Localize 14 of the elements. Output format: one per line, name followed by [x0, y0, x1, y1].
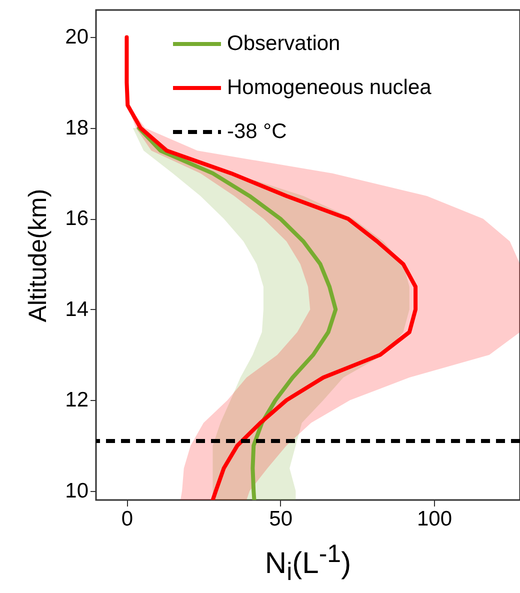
x-tick-label: 0	[121, 508, 134, 530]
x-tick-label: 100	[416, 508, 452, 530]
y-tick-label: 16	[65, 207, 88, 230]
legend-label: Homogeneous nuclea	[227, 76, 432, 99]
x-axis-title: N$_{i}$(L$^{-1}$)	[264, 540, 352, 587]
y-axis-title: Altitude(km)	[24, 188, 52, 322]
y-tick-label: 10	[65, 479, 88, 502]
legend-label: -38 °C	[227, 120, 287, 143]
y-tick-label: 12	[65, 388, 88, 412]
y-tick-label: 18	[65, 116, 88, 140]
legend-label: Observation	[227, 32, 340, 55]
y-tick-label: 20	[65, 26, 88, 49]
x-tick-label: 50	[269, 508, 293, 530]
y-tick-label: 14	[65, 298, 89, 321]
